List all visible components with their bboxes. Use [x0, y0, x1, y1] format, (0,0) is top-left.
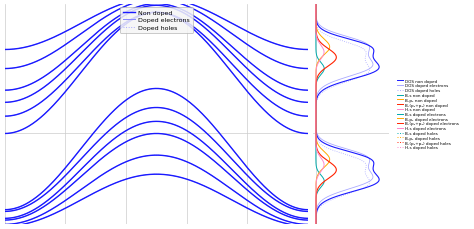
- Legend: DOS non doped, DOS doped electrons, DOS doped holes, B-s non doped, B-p₁ non dop: DOS non doped, DOS doped electrons, DOS …: [395, 78, 460, 151]
- Legend: Non doped, Doped electrons, Doped holes: Non doped, Doped electrons, Doped holes: [119, 8, 193, 34]
